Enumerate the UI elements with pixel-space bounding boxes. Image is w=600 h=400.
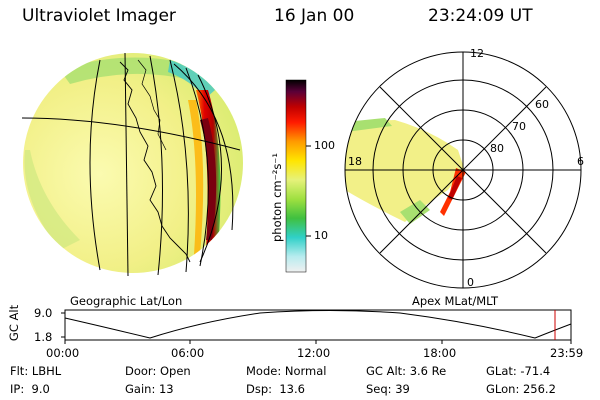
info-flt: Flt: LBHL	[10, 364, 62, 378]
apex-projection-label: Apex MLat/MLT	[412, 294, 499, 308]
altitude-axis-label: GC Alt	[7, 304, 21, 342]
altitude-tick-1-8: 1.8	[34, 330, 53, 344]
info-seq: Seq: 39	[366, 382, 410, 396]
mlt-label-6: 6	[577, 155, 584, 168]
mlat-label-60: 60	[535, 98, 549, 111]
info-ip: IP: 9.0	[10, 382, 50, 396]
mlat-label-80: 80	[490, 142, 504, 155]
polar-plot	[344, 51, 582, 289]
colorbar-tick-100: 100	[314, 139, 335, 152]
date-label: 16 Jan 00	[274, 6, 355, 26]
time-tick-1800: 18:00	[423, 346, 457, 360]
info-gain: Gain: 13	[125, 382, 174, 396]
info-door: Door: Open	[125, 364, 191, 378]
time-tick-0000: 00:00	[46, 346, 80, 360]
info-glat: GLat: -71.4	[486, 364, 551, 378]
earth-disk-image	[21, 52, 243, 277]
info-glon: GLon: 256.2	[486, 382, 556, 396]
altitude-strip	[61, 309, 572, 344]
colorbar-unit-label: photon cm⁻²s⁻¹	[270, 153, 284, 242]
colorbar-tick-10: 10	[314, 229, 328, 242]
altitude-tick-9: 9.0	[34, 306, 53, 320]
time-tick-1200: 12:00	[297, 346, 331, 360]
intensity-colorbar	[285, 79, 311, 273]
mlat-label-70: 70	[512, 120, 526, 133]
time-tick-0600: 06:00	[171, 346, 205, 360]
time-label: 23:24:09 UT	[428, 6, 533, 26]
info-mode: Mode: Normal	[246, 364, 327, 378]
mlt-label-12: 12	[470, 47, 484, 60]
instrument-title: Ultraviolet Imager	[22, 6, 176, 26]
info-dsp: Dsp: 13.6	[246, 382, 305, 396]
info-gc-alt: GC Alt: 3.6 Re	[366, 364, 447, 378]
geographic-projection-label: Geographic Lat/Lon	[70, 294, 183, 308]
mlt-label-0: 0	[467, 276, 474, 289]
mlt-label-18: 18	[348, 155, 362, 168]
time-tick-2359: 23:59	[550, 346, 584, 360]
